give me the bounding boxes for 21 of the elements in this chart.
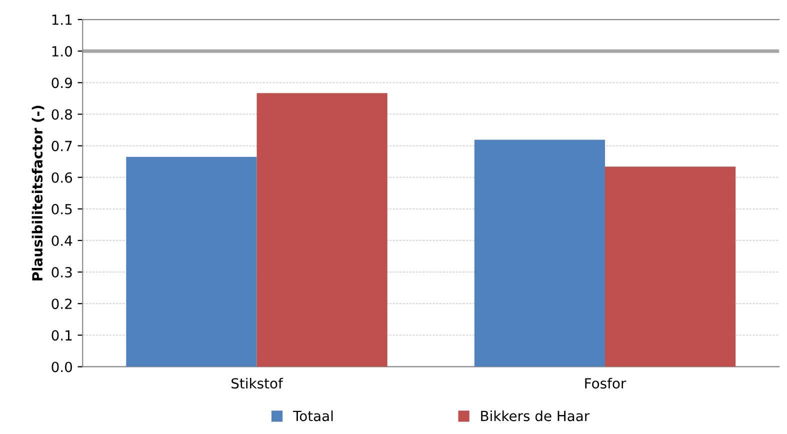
bar — [256, 93, 388, 367]
y-tick-label: 0.6 — [52, 172, 72, 183]
y-axis-title: Plausibiliteitsfactor (-) — [32, 106, 44, 280]
y-tick-label: 0.0 — [52, 362, 72, 372]
y-tick-label: 0.2 — [52, 298, 72, 310]
bar — [126, 156, 257, 367]
y-tick-label: 1.0 — [52, 46, 72, 57]
y-tick-label: 0.3 — [52, 267, 72, 278]
y-tick-label: 0.5 — [52, 204, 72, 214]
y-tick-label: 0.8 — [52, 109, 72, 120]
y-tick-label: 0.1 — [52, 330, 72, 341]
y-tick-label: 0.7 — [52, 140, 72, 152]
y-tick-label: 0.4 — [52, 235, 72, 246]
legend-label: Totaal — [292, 410, 333, 422]
legend-label: Bikkers de Haar — [481, 410, 590, 422]
y-tick-label: 0.9 — [52, 78, 72, 88]
y-tick-label: 1.1 — [52, 14, 72, 25]
x-tick-label: Stikstof — [232, 378, 284, 389]
bar — [605, 166, 736, 367]
bar — [474, 140, 606, 367]
x-tick-label: Fosfor — [585, 378, 626, 389]
